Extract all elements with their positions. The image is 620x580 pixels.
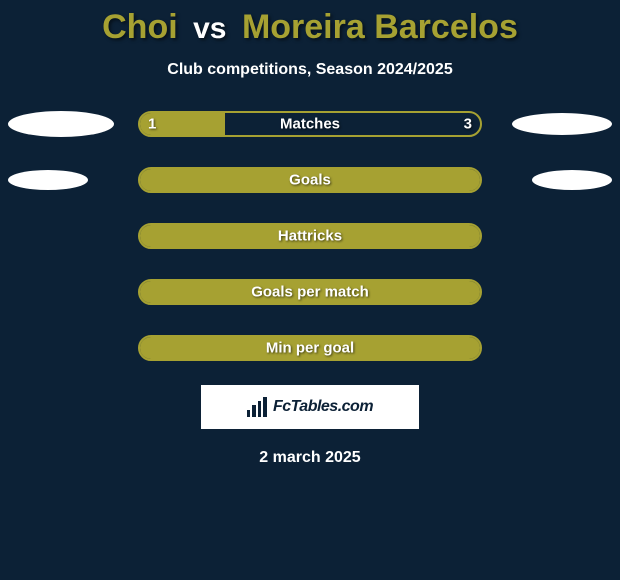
date-text: 2 march 2025 — [0, 449, 620, 467]
comparison-title: Choi vs Moreira Barcelos — [0, 0, 620, 47]
stat-value-left: 1 — [148, 116, 156, 133]
brand-box: FcTables.com — [201, 385, 419, 429]
stat-value-right: 3 — [464, 116, 472, 133]
stat-label: Goals per match — [0, 284, 620, 301]
player2-name: Moreira Barcelos — [242, 8, 518, 46]
stat-label: Matches — [0, 116, 620, 133]
stat-row: Goals — [0, 167, 620, 193]
player1-name: Choi — [102, 8, 178, 46]
stats-rows: Matches1 3 Goals Hattricks Goals per match Mi… — [0, 111, 620, 361]
stat-row: Goals per match — [0, 279, 620, 305]
brand-text: FcTables.com — [273, 398, 373, 416]
vs-text: vs — [193, 12, 226, 45]
stat-label: Goals — [0, 172, 620, 189]
stat-row: Matches1 3 — [0, 111, 620, 137]
stat-row: Min per goal — [0, 335, 620, 361]
stat-label: Hattricks — [0, 228, 620, 245]
stat-label: Min per goal — [0, 340, 620, 357]
subtitle: Club competitions, Season 2024/2025 — [0, 61, 620, 79]
stat-row: Hattricks — [0, 223, 620, 249]
bars-icon — [247, 397, 267, 417]
